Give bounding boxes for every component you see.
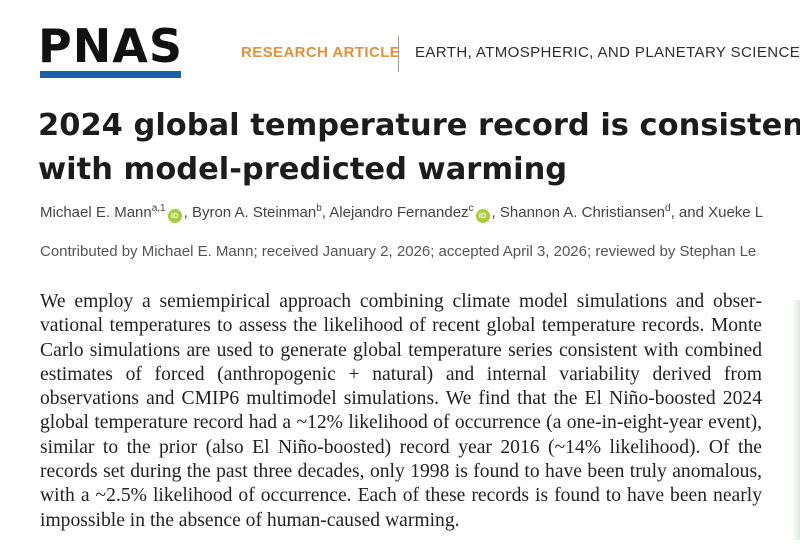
journal-logo[interactable]: PNAS <box>38 19 183 73</box>
author-affiliation[interactable]: d <box>665 203 671 214</box>
author-separator: , <box>321 204 330 221</box>
abstract-text: We employ a semiempirical approach combi… <box>40 291 762 531</box>
right-edge-shade <box>792 300 800 540</box>
orcid-icon[interactable]: iD <box>475 209 490 223</box>
author-affiliation[interactable]: c <box>468 203 474 214</box>
article-title: 2024 global temperature record is consis… <box>38 104 800 192</box>
section-label[interactable]: EARTH, ATMOSPHERIC, AND PLANETARY SCIENC… <box>415 44 800 61</box>
author-affiliation[interactable]: a,1 <box>151 203 166 214</box>
orcid-icon[interactable]: iD <box>167 209 182 223</box>
author-affiliation[interactable]: b <box>316 203 322 214</box>
author-name[interactable]: Michael E. Mann <box>40 204 152 221</box>
author-list: Michael E. Manna,1iD, Byron A. Steinmanb… <box>40 203 763 223</box>
author-name[interactable]: Shannon A. Christiansen <box>499 204 666 221</box>
title-line-1: 2024 global temperature record is consis… <box>38 108 800 143</box>
author-separator: , and <box>670 204 709 221</box>
author-name[interactable]: Byron A. Steinman <box>191 204 317 221</box>
article-type-label: RESEARCH ARTICLE <box>241 44 401 61</box>
logo-underline <box>40 71 181 78</box>
contribution-line: Contributed by Michael E. Mann; received… <box>40 243 757 260</box>
author-name[interactable]: Xueke L <box>708 204 764 221</box>
author-separator: , <box>491 204 500 221</box>
author-name[interactable]: Alejandro Fernandez <box>329 204 469 221</box>
header-divider <box>398 36 399 72</box>
author-separator: , <box>183 204 192 221</box>
title-line-2: with model-predicted warming <box>38 152 568 187</box>
